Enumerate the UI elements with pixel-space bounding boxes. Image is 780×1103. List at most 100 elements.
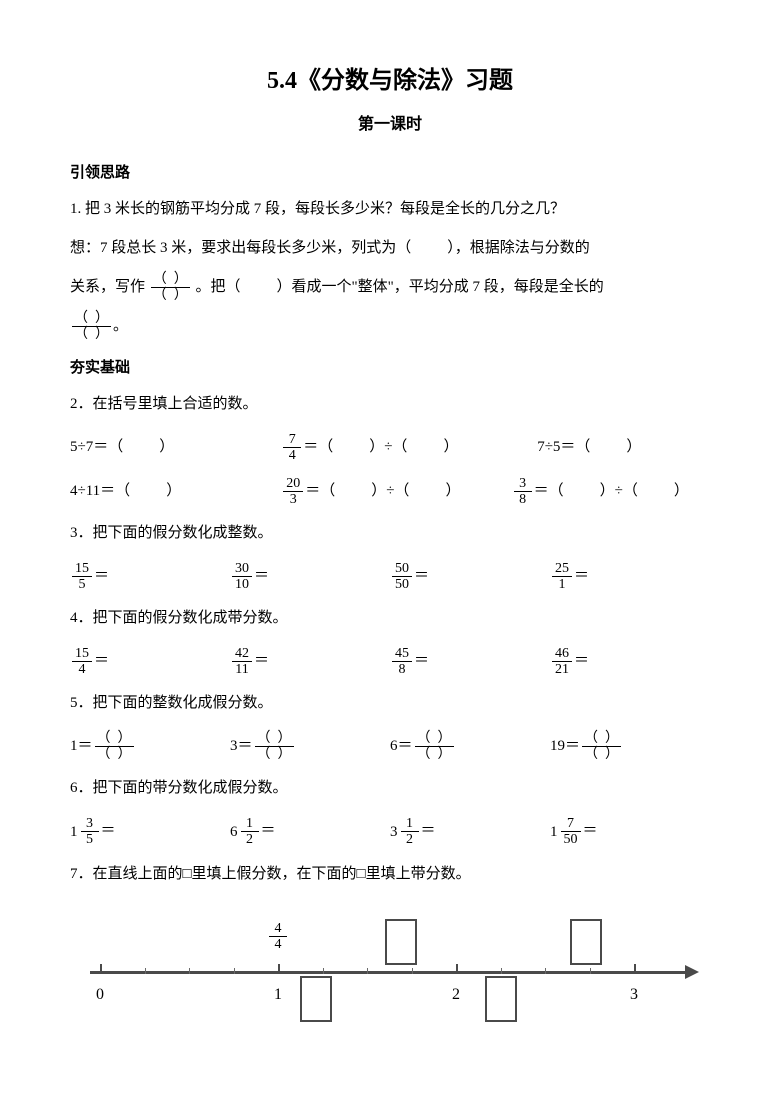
axis-label-3: 3 — [630, 981, 638, 1010]
fraction: 3010 — [232, 561, 252, 593]
q4-4: 4621＝ — [550, 643, 710, 679]
axis-line — [90, 971, 690, 974]
section-heading-2: 夯实基础 — [70, 355, 710, 382]
page-subtitle: 第一课时 — [70, 111, 710, 140]
mixed-number: 1750 — [550, 814, 583, 850]
fraction: 154 — [72, 646, 92, 678]
fraction: 38 — [514, 476, 532, 508]
q3-4: 251＝ — [550, 558, 710, 594]
eq: ＝ — [254, 653, 269, 669]
answer-box-bottom-1[interactable] — [300, 976, 332, 1022]
eq: ＝ — [398, 738, 413, 754]
answer-box-top-2[interactable] — [570, 919, 602, 965]
q3-3: 5050＝ — [390, 558, 550, 594]
q2-r2c1: 4÷11＝（） — [70, 473, 281, 509]
fraction-blank[interactable]: （ ）（ ） — [582, 731, 621, 763]
page-title: 5.4《分数与除法》习题 — [70, 60, 710, 103]
text: ） — [626, 439, 641, 455]
tick-minor — [234, 968, 235, 974]
fraction-blank[interactable]: （ ）（ ） — [255, 731, 294, 763]
q6-row: 135＝ 612＝ 312＝ 1750＝ — [70, 813, 710, 850]
paren-l: （ — [153, 272, 167, 287]
text: ） — [166, 483, 181, 499]
q6-title: 6．把下面的带分数化成假分数。 — [70, 772, 710, 805]
paren-r: ） — [95, 311, 109, 326]
paren-l: （ — [153, 288, 167, 303]
tick-major — [456, 964, 458, 974]
q6-2: 612＝ — [230, 813, 390, 850]
text: ＝（ — [534, 483, 564, 499]
whole: 3 — [230, 738, 238, 754]
text: ）÷（ — [371, 483, 409, 499]
text: 想：7 段总长 3 米，要求出每段长多少米，列式为（ — [70, 240, 411, 256]
fraction: 155 — [72, 561, 92, 593]
text: ＝（ — [305, 483, 335, 499]
eq: ＝ — [78, 738, 93, 754]
answer-box-bottom-2[interactable] — [485, 976, 517, 1022]
fraction: 458 — [392, 646, 412, 678]
q3-2: 3010＝ — [230, 558, 390, 594]
q2-r1c3: 7÷5＝（ ） — [537, 429, 710, 465]
text: ）看成一个"整体"，平均分成 7 段，每段是全长的 — [277, 279, 604, 295]
paren-r: ） — [174, 288, 188, 303]
tick-minor — [189, 968, 190, 974]
tick-major — [100, 964, 102, 974]
text: ） — [159, 439, 174, 455]
tick-minor — [145, 968, 146, 974]
q3-row: 155＝ 3010＝ 5050＝ 251＝ — [70, 558, 710, 594]
fraction: 4621 — [552, 646, 572, 678]
fraction-blank[interactable]: （ ） （ ） — [72, 311, 111, 343]
tick-minor — [501, 968, 502, 974]
mixed-number: 135 — [70, 814, 101, 850]
q1-line1: 1. 把 3 米长的钢筋平均分成 7 段，每段长多少米？每段是全长的几分之几？ — [70, 193, 710, 226]
text: ），根据除法与分数的 — [447, 240, 590, 256]
eq: ＝ — [94, 568, 109, 584]
mixed-number: 612 — [230, 814, 261, 850]
fraction: 251 — [552, 561, 572, 593]
eq: ＝ — [574, 568, 589, 584]
eq: ＝ — [94, 653, 109, 669]
whole: 19 — [550, 738, 565, 754]
eq: ＝ — [414, 653, 429, 669]
fraction: 203 — [283, 476, 303, 508]
eq: ＝ — [414, 568, 429, 584]
fraction: 4211 — [232, 646, 252, 678]
fraction-blank[interactable]: （ ）（ ） — [415, 731, 454, 763]
tick-minor — [590, 968, 591, 974]
tick-minor — [367, 968, 368, 974]
q5-title: 5．把下面的整数化成假分数。 — [70, 687, 710, 720]
q4-3: 458＝ — [390, 643, 550, 679]
q2-r1c1: 5÷7＝（） — [70, 429, 281, 465]
axis-label-1: 1 — [274, 981, 282, 1010]
q5-row: 1＝（ ）（ ） 3＝（ ）（ ） 6＝（ ）（ ） 19＝（ ）（ ） — [70, 728, 710, 764]
fraction-blank[interactable]: （ ）（ ） — [95, 731, 134, 763]
text: ）÷（ — [600, 483, 638, 499]
q4-2: 4211＝ — [230, 643, 390, 679]
mixed-number: 312 — [390, 814, 421, 850]
eq: ＝ — [574, 653, 589, 669]
arrow-icon — [685, 965, 699, 979]
q1-line3: 关系，写作 （ ） （ ） 。把（ ）看成一个"整体"，平均分成 7 段，每段是全… — [70, 271, 710, 304]
paren-l: （ — [74, 327, 88, 342]
answer-box-top-1[interactable] — [385, 919, 417, 965]
tick-major — [278, 964, 280, 974]
text: ） — [445, 483, 460, 499]
q5-4: 19＝（ ）（ ） — [550, 728, 710, 764]
paren-l: （ — [74, 311, 88, 326]
whole: 6 — [390, 738, 398, 754]
q5-1: 1＝（ ）（ ） — [70, 728, 230, 764]
q6-1: 135＝ — [70, 813, 230, 850]
paren-r: ） — [174, 272, 188, 287]
text: 。把（ — [196, 279, 241, 295]
eq: ＝ — [101, 823, 116, 839]
q2-r2c3: 38＝（）÷（） — [512, 473, 710, 509]
q6-4: 1750＝ — [550, 813, 710, 850]
tick-minor — [323, 968, 324, 974]
text: 关系，写作 — [70, 279, 145, 295]
text: 7÷5＝（ — [537, 439, 590, 455]
eq: ＝ — [261, 823, 276, 839]
q2-r1c2: 74＝（）÷（） — [281, 429, 537, 465]
q1-line2: 想：7 段总长 3 米，要求出每段长多少米，列式为（ ），根据除法与分数的 — [70, 232, 710, 265]
fraction-blank[interactable]: （ ） （ ） — [151, 272, 190, 304]
axis-label-2: 2 — [452, 981, 460, 1010]
